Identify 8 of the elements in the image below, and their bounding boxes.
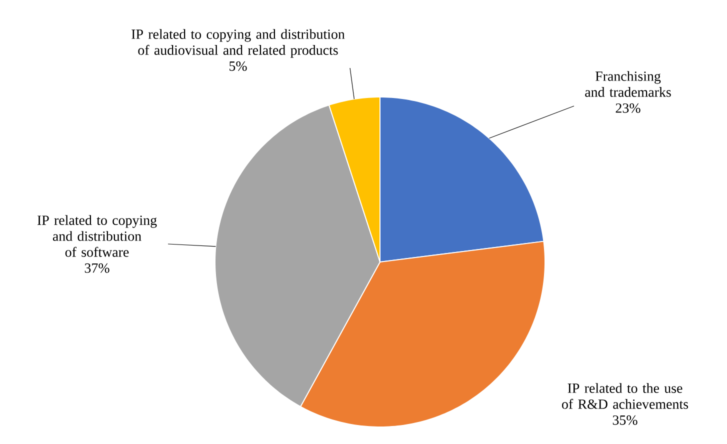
slice-label: IP related to the use of R&D achievements <box>562 383 688 409</box>
data-label: 5% <box>230 61 247 71</box>
data-label: 23% <box>616 103 640 113</box>
slice-label: IP related to copying and distribution of audiovisual and related products <box>132 29 345 58</box>
data-label: 35% <box>612 415 638 425</box>
data-label: 37% <box>84 263 110 273</box>
slice-label: IP related to copying and distribution of software <box>37 215 157 257</box>
slice-label: Franchising and trademarks <box>585 71 671 97</box>
